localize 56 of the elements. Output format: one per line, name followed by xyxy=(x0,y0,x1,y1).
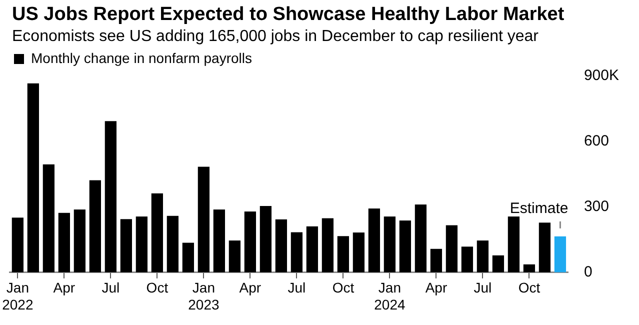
x-tick-label: Apr xyxy=(239,280,262,296)
chart-subtitle: Economists see US adding 165,000 jobs in December to cap resilient year xyxy=(12,28,540,46)
bar xyxy=(508,216,520,272)
bar xyxy=(275,219,288,272)
bar xyxy=(430,248,442,272)
bar xyxy=(260,206,272,272)
bar xyxy=(213,210,226,272)
bar xyxy=(151,193,164,272)
bar xyxy=(337,236,350,272)
bar xyxy=(166,216,179,272)
bar xyxy=(352,232,365,272)
bar xyxy=(198,166,210,272)
x-tick-label: Jul xyxy=(102,280,120,296)
bar xyxy=(554,236,566,272)
bar xyxy=(414,204,427,272)
bar xyxy=(492,255,504,272)
x-tick-label: Apr xyxy=(425,280,448,296)
bar xyxy=(104,121,116,272)
x-tick-label: Jan 2024 xyxy=(374,280,406,312)
bar xyxy=(182,242,194,272)
bar xyxy=(244,212,256,272)
bar xyxy=(461,246,474,272)
bar xyxy=(120,219,132,272)
bar xyxy=(74,210,86,272)
x-tick-label: Oct xyxy=(518,280,540,296)
bar xyxy=(42,164,54,272)
bar xyxy=(27,83,39,272)
bar xyxy=(306,226,318,272)
bar xyxy=(446,225,458,272)
bar xyxy=(136,216,148,272)
bar xyxy=(58,212,70,272)
annotation: Estimate xyxy=(510,200,568,218)
bar xyxy=(228,240,241,272)
x-tick-label: Jul xyxy=(288,280,306,296)
x-tick-label: Apr xyxy=(53,280,76,296)
y-tick-label: 900K xyxy=(584,67,620,84)
bar xyxy=(322,218,334,272)
bar xyxy=(290,232,303,272)
y-tick-label: 0 xyxy=(584,264,592,281)
x-tick-label: Jan 2022 xyxy=(2,280,34,312)
bar xyxy=(399,220,412,272)
bar xyxy=(523,264,536,272)
y-tick-label: 600 xyxy=(584,132,609,150)
bar xyxy=(538,222,551,272)
x-tick-label: Oct xyxy=(332,280,354,296)
x-tick-label: Jul xyxy=(474,280,492,296)
legend-label: Monthly change in nonfarm payrolls xyxy=(31,50,252,66)
bar xyxy=(12,218,24,272)
bar xyxy=(368,208,380,272)
x-tick-label: Jan 2023 xyxy=(188,280,220,312)
y-tick-label: 300 xyxy=(584,198,609,216)
bar xyxy=(384,216,396,272)
chart-title: US Jobs Report Expected to Showcase Healthy Labor Market xyxy=(12,4,566,26)
bar xyxy=(476,240,489,272)
bar xyxy=(89,180,101,272)
x-tick-label: Oct xyxy=(146,280,168,296)
